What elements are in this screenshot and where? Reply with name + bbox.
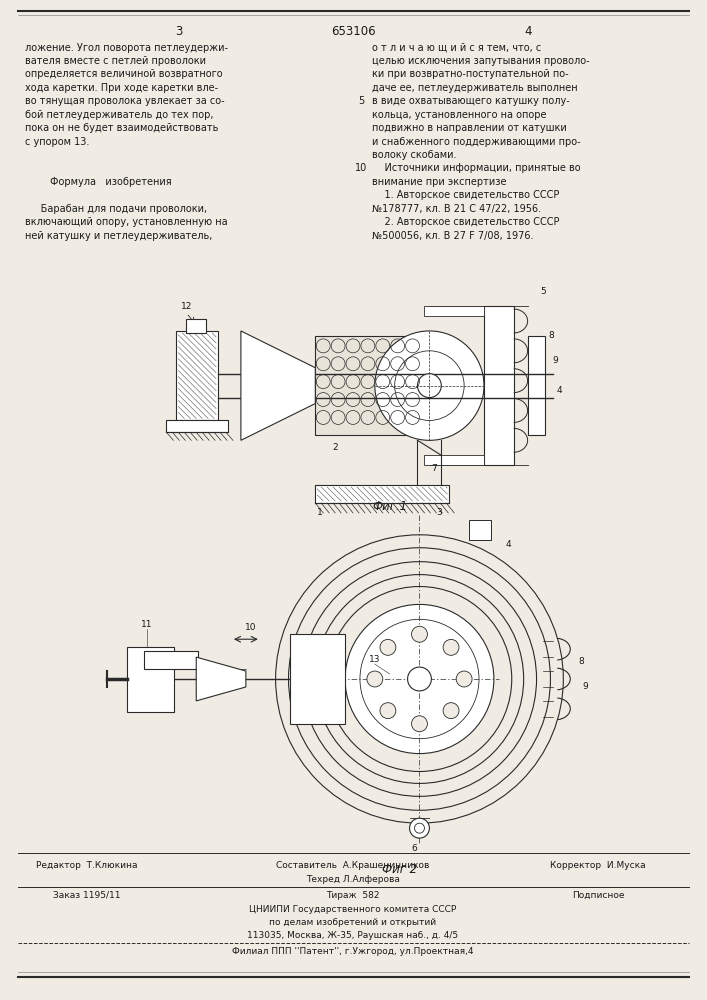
Text: Составитель  А.Крашенинников: Составитель А.Крашенинников bbox=[276, 861, 430, 870]
Circle shape bbox=[411, 626, 428, 642]
Text: Источники информации, принятые во: Источники информации, принятые во bbox=[372, 163, 580, 173]
Text: кольца, установленного на опоре: кольца, установленного на опоре bbox=[372, 110, 547, 120]
Text: 10: 10 bbox=[355, 163, 367, 173]
Text: хода каретки. При ходе каретки вле-: хода каретки. При ходе каретки вле- bbox=[25, 83, 218, 93]
Text: в виде охватывающего катушку полу-: в виде охватывающего катушку полу- bbox=[372, 96, 570, 106]
Text: Фиг.1: Фиг.1 bbox=[372, 500, 407, 513]
Circle shape bbox=[418, 374, 441, 398]
Bar bbox=[484, 306, 514, 465]
Text: ней катушку и петлеудерживатель,: ней катушку и петлеудерживатель, bbox=[25, 231, 212, 241]
Text: определяется величиной возвратного: определяется величиной возвратного bbox=[25, 69, 222, 79]
Text: 1. Авторское свидетельство СССР: 1. Авторское свидетельство СССР bbox=[372, 190, 559, 200]
Circle shape bbox=[409, 818, 429, 838]
Text: во тянущая проволока увлекает за со-: во тянущая проволока увлекает за со- bbox=[25, 96, 224, 106]
Text: 4: 4 bbox=[525, 25, 532, 38]
Bar bbox=[424, 306, 484, 316]
Circle shape bbox=[360, 619, 479, 739]
Bar bbox=[315, 336, 429, 435]
Text: 4: 4 bbox=[556, 386, 562, 395]
Text: 9: 9 bbox=[553, 356, 559, 365]
Polygon shape bbox=[241, 331, 315, 440]
Text: ки при возвратно-поступательной по-: ки при возвратно-поступательной по- bbox=[372, 69, 568, 79]
Bar bbox=[177, 331, 218, 420]
Text: 8: 8 bbox=[578, 657, 584, 666]
Text: 3: 3 bbox=[436, 508, 442, 517]
Text: о т л и ч а ю щ и й с я тем, что, с: о т л и ч а ю щ и й с я тем, что, с bbox=[372, 43, 541, 53]
Circle shape bbox=[456, 671, 472, 687]
Text: 6: 6 bbox=[411, 844, 417, 853]
Text: 3: 3 bbox=[175, 25, 182, 38]
Text: даче ее, петлеудерживатель выполнен: даче ее, петлеудерживатель выполнен bbox=[372, 83, 578, 93]
Circle shape bbox=[411, 716, 428, 732]
Text: Барабан для подачи проволоки,: Барабан для подачи проволоки, bbox=[25, 204, 206, 214]
Bar bbox=[166, 420, 228, 432]
Text: №500056, кл. В 27 F 7/08, 1976.: №500056, кл. В 27 F 7/08, 1976. bbox=[372, 231, 533, 241]
Text: ЦНИИПИ Государственного комитета СССР: ЦНИИПИ Государственного комитета СССР bbox=[250, 905, 457, 914]
Text: 5: 5 bbox=[358, 96, 364, 106]
Text: 113035, Москва, Ж-35, Раушская наб., д. 4/5: 113035, Москва, Ж-35, Раушская наб., д. … bbox=[247, 931, 459, 940]
Text: 10: 10 bbox=[245, 623, 257, 632]
Text: Заказ 1195/11: Заказ 1195/11 bbox=[53, 891, 121, 900]
Text: 1: 1 bbox=[317, 508, 323, 517]
Text: Формула   изобретения: Формула изобретения bbox=[25, 177, 171, 187]
Text: Корректор  И.Муска: Корректор И.Муска bbox=[550, 861, 646, 870]
Text: и снабженного поддерживающими про-: и снабженного поддерживающими про- bbox=[372, 137, 580, 147]
Circle shape bbox=[345, 604, 494, 754]
Bar bbox=[424, 455, 484, 465]
Text: 9: 9 bbox=[583, 682, 588, 691]
Text: волоку скобами.: волоку скобами. bbox=[372, 150, 456, 160]
Circle shape bbox=[395, 351, 464, 420]
Text: Тираж  582: Тираж 582 bbox=[326, 891, 380, 900]
Text: 653106: 653106 bbox=[331, 25, 375, 38]
Text: 8: 8 bbox=[549, 331, 554, 340]
Text: 2. Авторское свидетельство СССР: 2. Авторское свидетельство СССР bbox=[372, 217, 559, 227]
Text: внимание при экспертизе: внимание при экспертизе bbox=[372, 177, 506, 187]
Text: 11: 11 bbox=[141, 620, 153, 629]
Text: Подписное: Подписное bbox=[572, 891, 624, 900]
Text: бой петлеудерживатель до тех пор,: бой петлеудерживатель до тех пор, bbox=[25, 110, 213, 120]
Bar bbox=[469, 520, 491, 540]
Text: 13: 13 bbox=[369, 655, 380, 664]
Circle shape bbox=[443, 639, 459, 655]
Text: включающий опору, установленную на: включающий опору, установленную на bbox=[25, 217, 227, 227]
Text: подвижно в направлении от катушки: подвижно в направлении от катушки bbox=[372, 123, 566, 133]
Bar bbox=[315, 485, 449, 503]
Text: 4: 4 bbox=[506, 540, 512, 549]
Polygon shape bbox=[197, 657, 246, 701]
Text: пока он не будет взаимодействовать: пока он не будет взаимодействовать bbox=[25, 123, 218, 133]
Circle shape bbox=[380, 703, 396, 719]
Circle shape bbox=[380, 639, 396, 655]
Circle shape bbox=[407, 667, 431, 691]
Text: целью исключения запутывания проволо-: целью исключения запутывания проволо- bbox=[372, 56, 590, 66]
Text: 12: 12 bbox=[180, 302, 192, 311]
Circle shape bbox=[367, 671, 382, 687]
Text: №178777, кл. В 21 С 47/22, 1956.: №178777, кл. В 21 С 47/22, 1956. bbox=[372, 204, 541, 214]
Bar bbox=[291, 634, 345, 724]
Bar bbox=[127, 647, 175, 712]
Circle shape bbox=[443, 703, 459, 719]
Text: Редактор  Т.Клюкина: Редактор Т.Клюкина bbox=[36, 861, 138, 870]
Text: 2: 2 bbox=[332, 443, 338, 452]
Text: Филиал ППП ''Патент'', г.Ужгород, ул.Проектная,4: Филиал ППП ''Патент'', г.Ужгород, ул.Про… bbox=[233, 947, 474, 956]
Circle shape bbox=[375, 331, 484, 440]
Text: ложение. Угол поворота петлеудержи-: ложение. Угол поворота петлеудержи- bbox=[25, 43, 228, 53]
Text: 7: 7 bbox=[431, 464, 437, 473]
Text: по делам изобретений и открытий: по делам изобретений и открытий bbox=[269, 918, 436, 927]
Text: 5: 5 bbox=[541, 287, 547, 296]
Circle shape bbox=[414, 823, 424, 833]
Bar bbox=[144, 651, 198, 669]
Text: Техред Л.Алферова: Техред Л.Алферова bbox=[306, 875, 400, 884]
Text: вателя вместе с петлей проволоки: вателя вместе с петлей проволоки bbox=[25, 56, 206, 66]
Bar bbox=[527, 336, 546, 435]
Text: Фиг 2: Фиг 2 bbox=[382, 863, 417, 876]
Text: с упором 13.: с упором 13. bbox=[25, 137, 89, 147]
Bar bbox=[187, 319, 206, 333]
